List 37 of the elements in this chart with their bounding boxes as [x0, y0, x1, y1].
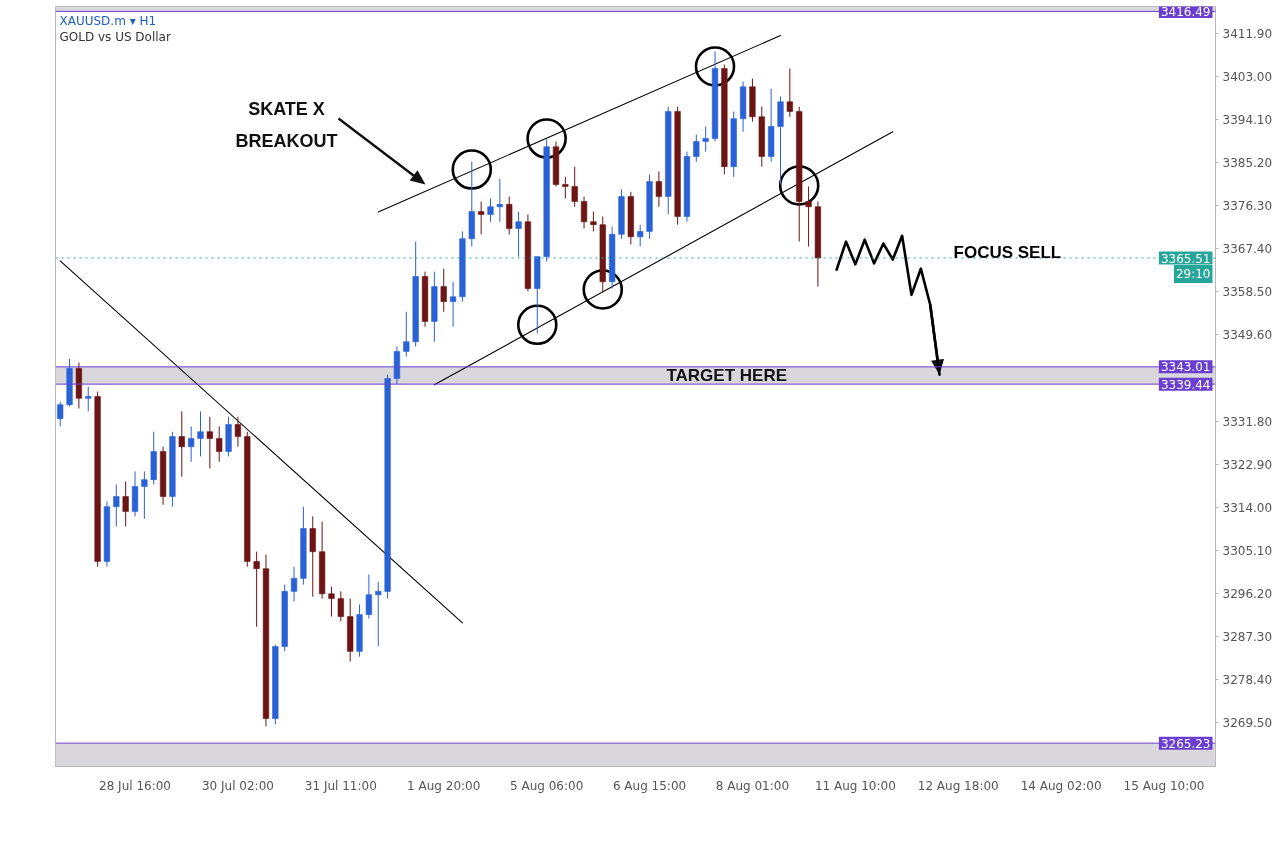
- x-tick-label: 30 Jul 02:00: [201, 778, 274, 793]
- y-tick-label: 3411.90: [1222, 27, 1273, 42]
- ref-line-label: 3339.44: [1160, 377, 1211, 392]
- y-tick-label: 3314.00: [1222, 500, 1273, 515]
- series-label: FOCUS SELL: [953, 243, 1062, 263]
- x-tick-label: 15 Aug 10:00: [1123, 778, 1205, 793]
- y-tick-label: 3394.10: [1222, 113, 1273, 128]
- ref-line-label: 3416.49: [1160, 4, 1211, 19]
- text: XAUUSD.m ▾ H1: [59, 13, 157, 28]
- x-tick-label: 5 Aug 06:00: [509, 778, 584, 793]
- annotation: SKATE X BREAKOUT: [235, 98, 338, 151]
- band-label: TARGET HERE: [666, 365, 787, 385]
- y-tick-label: 3287.30: [1222, 629, 1273, 644]
- ref-line-label: 3365.51 29:10: [1160, 251, 1211, 282]
- y-tick-label: 3358.50: [1222, 285, 1273, 300]
- y-tick-label: 3278.40: [1222, 672, 1273, 687]
- y-tick-label: 3305.10: [1222, 543, 1273, 558]
- y-tick-label: 3296.20: [1222, 586, 1273, 601]
- x-tick-label: 1 Aug 20:00: [407, 778, 481, 793]
- x-tick-label: 12 Aug 18:00: [917, 778, 999, 793]
- text: GOLD vs US Dollar: [59, 29, 171, 44]
- x-tick-label: 11 Aug 10:00: [814, 778, 896, 793]
- x-tick-label: 28 Jul 16:00: [99, 778, 172, 793]
- y-tick-label: 3403.00: [1222, 70, 1273, 85]
- x-tick-label: 14 Aug 02:00: [1020, 778, 1102, 793]
- y-tick-label: 3331.80: [1222, 414, 1273, 429]
- y-tick-label: 3385.20: [1222, 156, 1273, 171]
- y-tick-label: 3349.60: [1222, 328, 1273, 343]
- y-tick-label: 3322.90: [1222, 457, 1273, 472]
- x-tick-label: 6 Aug 15:00: [612, 778, 687, 793]
- ref-line-label: 3265.23: [1160, 736, 1211, 751]
- y-tick-label: 3269.50: [1222, 715, 1273, 730]
- y-tick-label: 3376.30: [1222, 199, 1273, 214]
- x-tick-label: 31 Jul 11:00: [304, 778, 377, 793]
- ref-line-label: 3343.01: [1160, 360, 1211, 375]
- y-tick-label: 3367.40: [1222, 242, 1273, 257]
- x-tick-label: 8 Aug 01:00: [715, 778, 790, 793]
